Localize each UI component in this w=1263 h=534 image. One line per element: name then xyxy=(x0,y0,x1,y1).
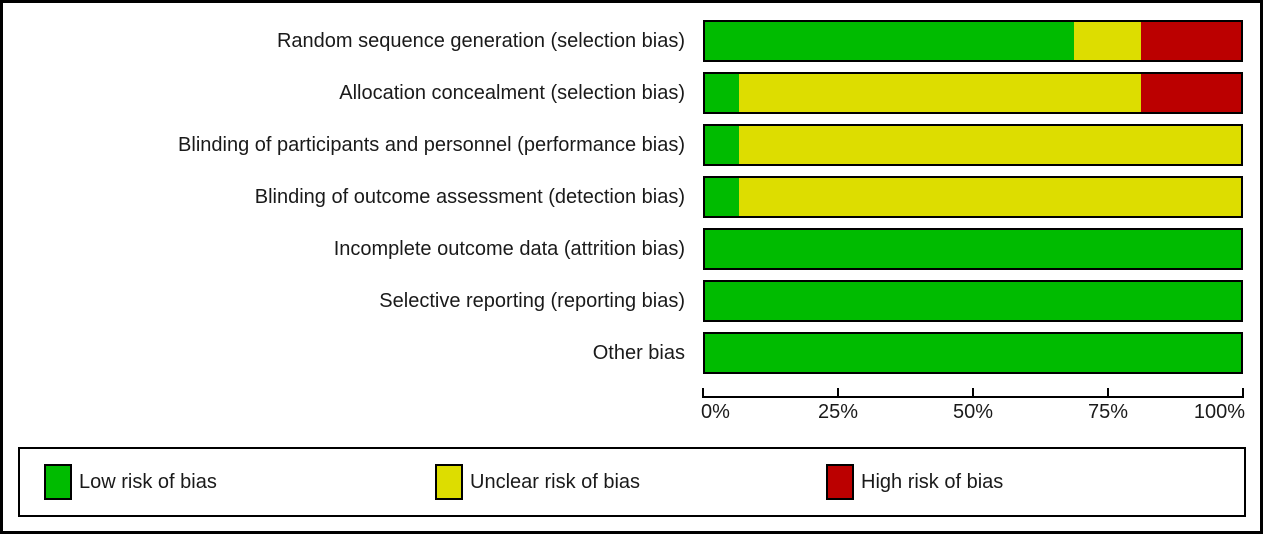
x-axis-tick-label: 50% xyxy=(952,401,994,423)
bar-segment-unclear-risk xyxy=(738,126,1241,164)
legend-swatch-unclear xyxy=(435,464,463,500)
x-axis-tick xyxy=(1107,388,1109,398)
category-label: Blinding of outcome assessment (detectio… xyxy=(254,185,685,208)
stacked-bar xyxy=(703,176,1243,218)
chart-row: Selective reporting (reporting bias) xyxy=(3,280,1260,322)
category-label: Other bias xyxy=(592,341,685,364)
stacked-bar xyxy=(703,124,1243,166)
category-label: Selective reporting (reporting bias) xyxy=(379,289,685,312)
bar-segment-low-risk xyxy=(705,334,1241,372)
chart-row: Blinding of participants and personnel (… xyxy=(3,124,1260,166)
bar-segment-low-risk xyxy=(705,178,739,216)
x-axis-tick xyxy=(1242,388,1244,398)
x-axis-tick-label: 0% xyxy=(701,401,730,423)
bar-segment-low-risk xyxy=(705,230,1241,268)
legend-label: Unclear risk of bias xyxy=(470,470,641,493)
bar-segment-unclear-risk xyxy=(738,178,1241,216)
legend-swatch-high xyxy=(826,464,854,500)
legend-item-low-risk: Low risk of bias xyxy=(44,464,217,500)
bar-segment-high-risk xyxy=(1140,22,1241,60)
bar-segment-low-risk xyxy=(705,126,739,164)
chart-row: Incomplete outcome data (attrition bias) xyxy=(3,228,1260,270)
bar-segment-low-risk xyxy=(705,282,1241,320)
chart-row: Random sequence generation (selection bi… xyxy=(3,20,1260,62)
bar-segment-unclear-risk xyxy=(1073,22,1141,60)
legend-swatch-low xyxy=(44,464,72,500)
chart-row: Allocation concealment (selection bias) xyxy=(3,72,1260,114)
category-label: Random sequence generation (selection bi… xyxy=(276,29,685,52)
chart-plot-area: Random sequence generation (selection bi… xyxy=(3,3,1260,374)
chart-row: Other bias xyxy=(3,332,1260,374)
legend-label: Low risk of bias xyxy=(79,470,217,493)
stacked-bar xyxy=(703,20,1243,62)
legend-item-high-risk: High risk of bias xyxy=(826,464,1003,500)
bar-segment-unclear-risk xyxy=(738,74,1141,112)
category-label: Incomplete outcome data (attrition bias) xyxy=(333,237,685,260)
bar-segment-low-risk xyxy=(705,22,1074,60)
x-axis-tick-label: 25% xyxy=(817,401,859,423)
x-axis-tick-label: 100% xyxy=(1193,401,1245,423)
category-label: Blinding of participants and personnel (… xyxy=(178,133,685,156)
legend-box: Low risk of bias Unclear risk of bias High… xyxy=(18,447,1246,517)
x-axis-tick xyxy=(702,388,704,398)
category-label: Allocation concealment (selection bias) xyxy=(339,81,685,104)
stacked-bar xyxy=(703,72,1243,114)
x-axis-tick xyxy=(972,388,974,398)
x-axis: 0% 25% 50% 75% 100% xyxy=(701,388,1245,428)
legend-label: High risk of bias xyxy=(861,470,1004,493)
x-axis-tick-label: 75% xyxy=(1087,401,1129,423)
stacked-bar xyxy=(703,332,1243,374)
x-axis-tick xyxy=(837,388,839,398)
legend-item-unclear-risk: Unclear risk of bias xyxy=(435,464,640,500)
stacked-bar xyxy=(703,280,1243,322)
stacked-bar xyxy=(703,228,1243,270)
bar-segment-high-risk xyxy=(1140,74,1241,112)
chart-row: Blinding of outcome assessment (detectio… xyxy=(3,176,1260,218)
bar-segment-low-risk xyxy=(705,74,739,112)
